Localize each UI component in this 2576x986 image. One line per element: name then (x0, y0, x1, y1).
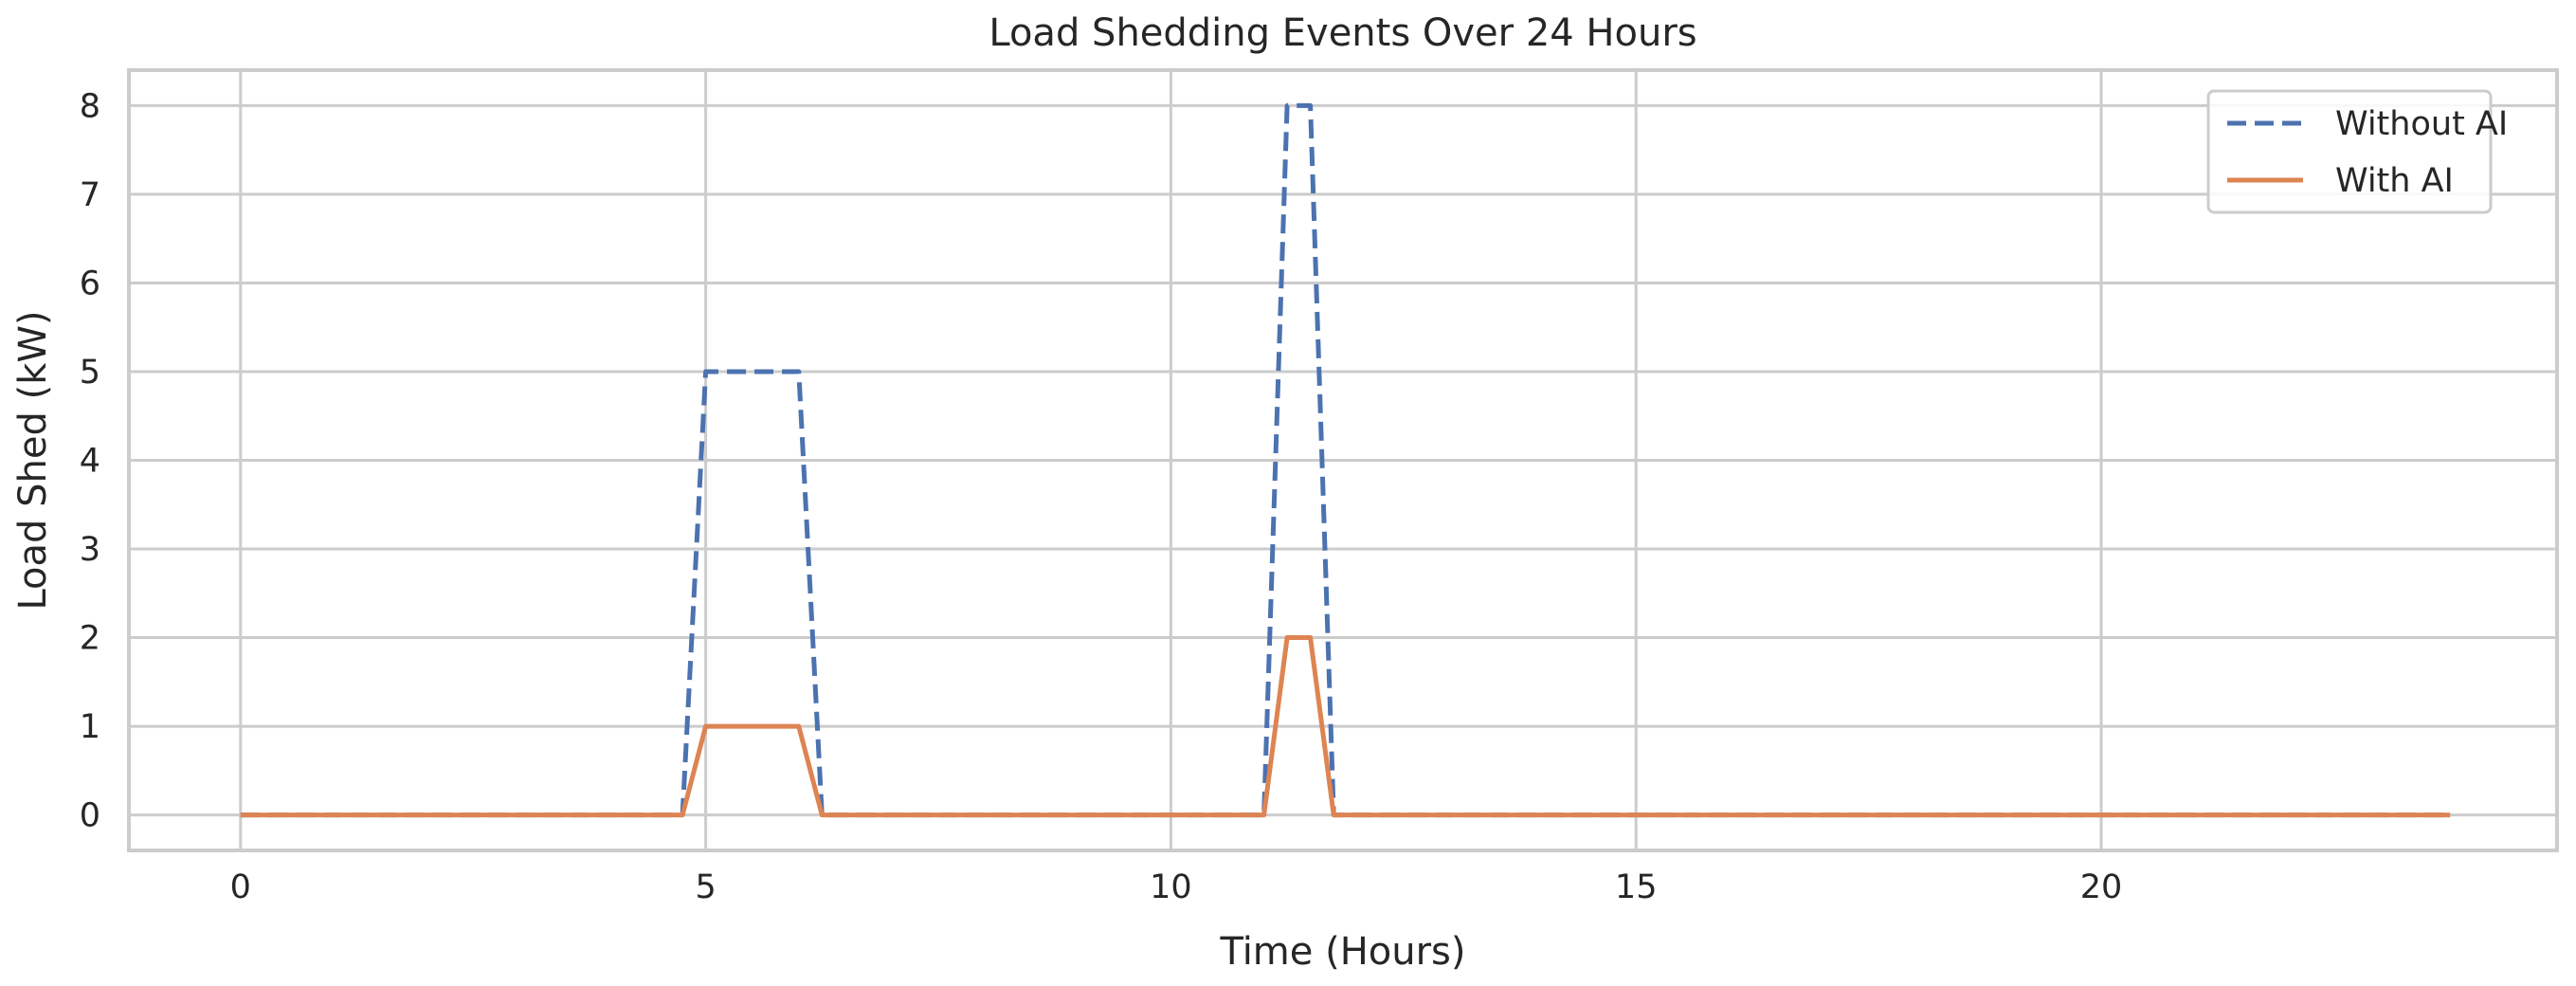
y-tick-label: 4 (80, 443, 100, 481)
x-tick-label: 10 (1150, 868, 1192, 906)
y-tick-label: 2 (80, 620, 100, 658)
y-tick-label: 5 (80, 354, 100, 392)
y-tick-label: 1 (80, 708, 100, 746)
legend-label-without-ai: Without AI (2335, 105, 2508, 143)
series-line-with-ai (240, 635, 2451, 818)
legend-label-with-ai: With AI (2335, 162, 2454, 200)
series-layer (240, 102, 2451, 818)
series-line-without-ai (240, 102, 2451, 818)
chart-title: Load Shedding Events Over 24 Hours (989, 11, 1696, 55)
y-axis-label: Load Shed (kW) (11, 310, 55, 610)
y-tick-label: 3 (80, 531, 100, 569)
tick-labels: 0 5 10 15 20 0 1 2 3 4 5 6 7 8 (80, 87, 2123, 906)
legend: Without AI With AI (2206, 89, 2508, 214)
y-tick-label: 8 (80, 87, 100, 125)
x-axis-label: Time (Hours) (1219, 930, 1465, 974)
y-tick-label: 0 (80, 797, 100, 835)
x-tick-label: 0 (230, 868, 251, 906)
x-tick-label: 5 (695, 868, 716, 906)
x-tick-label: 15 (1615, 868, 1658, 906)
y-tick-label: 7 (80, 176, 100, 214)
x-tick-label: 20 (2080, 868, 2123, 906)
y-tick-label: 6 (80, 265, 100, 302)
